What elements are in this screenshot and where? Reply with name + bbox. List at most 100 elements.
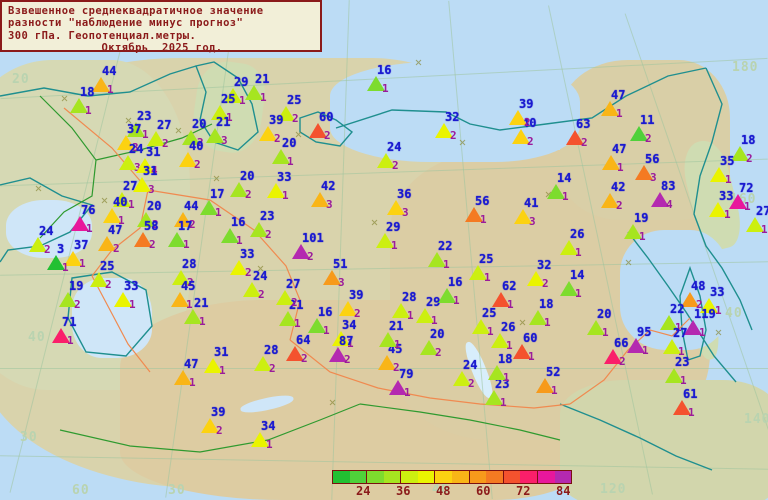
station-value-label: 95 <box>637 325 652 339</box>
legend-swatch <box>486 471 503 483</box>
station-value-label: 45 <box>181 279 196 293</box>
station-value-label: 71 <box>62 315 77 329</box>
station-value-label: 16 <box>448 275 463 289</box>
title-line-4: Октябрь 2025 год. <box>101 42 223 55</box>
station-value-label: 37 <box>127 122 142 136</box>
station-count-label: 2 <box>746 152 753 165</box>
station-value-label: 14 <box>570 268 585 282</box>
station-count-label: 1 <box>62 261 69 274</box>
station-count-label: 2 <box>524 116 531 129</box>
station-value-label: 25 <box>482 306 497 320</box>
station-value-label: 41 <box>524 196 539 210</box>
legend-swatch <box>502 471 521 483</box>
station-value-label: 27 <box>123 179 138 193</box>
station-value-label: 47 <box>612 142 627 156</box>
station-value-label: 60 <box>523 331 538 345</box>
station-count-label: 1 <box>639 230 646 243</box>
station-count-label: 2 <box>344 353 351 366</box>
station-count-label: 2 <box>216 424 223 437</box>
station-count-label: 2 <box>616 199 623 212</box>
station-value-label: 40 <box>189 139 204 153</box>
station-count-label: 4 <box>666 198 673 211</box>
station-value-label: 20 <box>282 136 297 150</box>
station-value-label: 63 <box>576 117 591 131</box>
title-line-2: разности "наблюдение минус прогноз" <box>8 17 244 30</box>
station-count-label: 2 <box>265 228 272 241</box>
station-count-label: 1 <box>260 91 267 104</box>
station-value-label: 21 <box>255 72 270 86</box>
station-count-label: 1 <box>725 173 732 186</box>
station-count-label: 1 <box>85 104 92 117</box>
title-box: Взвешенное среднеквадратичное значение р… <box>0 0 322 55</box>
legend-swatch <box>554 471 572 483</box>
station-value-label: 19 <box>634 211 649 225</box>
station-value-label: 27 <box>286 277 301 291</box>
station-count-label: 1 <box>480 213 487 226</box>
station-value-label: 24 <box>253 269 268 283</box>
station-value-label: 20 <box>430 327 445 341</box>
station-value-label: 21 <box>216 115 231 129</box>
station-value-label: 20 <box>597 307 612 321</box>
station-count-label: 2 <box>258 288 265 301</box>
station-count-label: 1 <box>183 238 190 251</box>
station-value-label: 22 <box>670 302 685 316</box>
station-value-label: 64 <box>296 333 311 347</box>
station-value-label: 62 <box>502 279 517 293</box>
legend-tick-label: 72 <box>516 484 531 498</box>
station-value-label: 35 <box>720 154 735 168</box>
station-value-label: 22 <box>438 239 453 253</box>
station-count-label: 1 <box>382 82 389 95</box>
legend-swatch <box>333 471 350 483</box>
station-count-label: 1 <box>128 198 135 211</box>
station-value-label: 17 <box>210 187 225 201</box>
station-count-label: 3 <box>529 215 536 228</box>
station-count-label: 3 <box>650 171 657 184</box>
station-value-label: 33 <box>124 279 139 293</box>
station-value-label: 33 <box>719 189 734 203</box>
station-value-label: 19 <box>69 279 84 293</box>
title-line-1: Взвешенное среднеквадратичное значение <box>8 5 264 17</box>
station-count-label: 2 <box>74 298 81 311</box>
legend-swatch <box>434 471 453 483</box>
station-value-label: 23 <box>675 355 690 369</box>
station-count-label: 2 <box>301 352 308 365</box>
station-count-label: 1 <box>500 396 507 409</box>
station-value-label: 32 <box>445 110 460 124</box>
station-count-label: 3 <box>148 183 155 196</box>
station-count-label: 1 <box>236 234 243 247</box>
station-value-label: 39 <box>349 288 364 302</box>
station-value-label: 18 <box>80 85 95 99</box>
station-value-label: 18 <box>741 133 756 147</box>
station-count-label: 2 <box>542 277 549 290</box>
station-count-label: 1 <box>67 334 74 347</box>
station-value-label: 26 <box>501 320 516 334</box>
station-value-label: 28 <box>182 257 197 271</box>
legend-tick-label: 60 <box>476 484 491 498</box>
station-value-label: 31 <box>143 164 158 178</box>
station-value-label: 24 <box>463 358 478 372</box>
station-count-label: 2 <box>105 278 112 291</box>
station-count-label: 1 <box>391 239 398 252</box>
station-count-label: 1 <box>129 298 136 311</box>
station-value-label: 101 <box>302 231 324 245</box>
station-count-label: 1 <box>680 374 687 387</box>
station-value-label: 20 <box>240 169 255 183</box>
station-value-label: 52 <box>546 365 561 379</box>
station-value-label: 27 <box>157 118 172 132</box>
station-count-label: 1 <box>761 223 768 236</box>
station-count-label: 1 <box>617 161 624 174</box>
station-value-label: 24 <box>387 140 402 154</box>
station-count-label: 2 <box>269 362 276 375</box>
station-value-label: 31 <box>146 145 161 159</box>
color-legend-ticks: 24 36 48 60 72 84 <box>332 484 592 498</box>
legend-swatch <box>452 471 469 483</box>
station-value-label: 66 <box>614 336 629 350</box>
station-count-label: 2 <box>194 158 201 171</box>
station-count-label: 1 <box>602 326 609 339</box>
station-value-label: 23 <box>137 109 152 123</box>
station-value-label: 33 <box>240 247 255 261</box>
station-value-label: 18 <box>498 352 513 366</box>
station-value-label: 44 <box>184 199 199 213</box>
station-value-label: 25 <box>221 92 236 106</box>
